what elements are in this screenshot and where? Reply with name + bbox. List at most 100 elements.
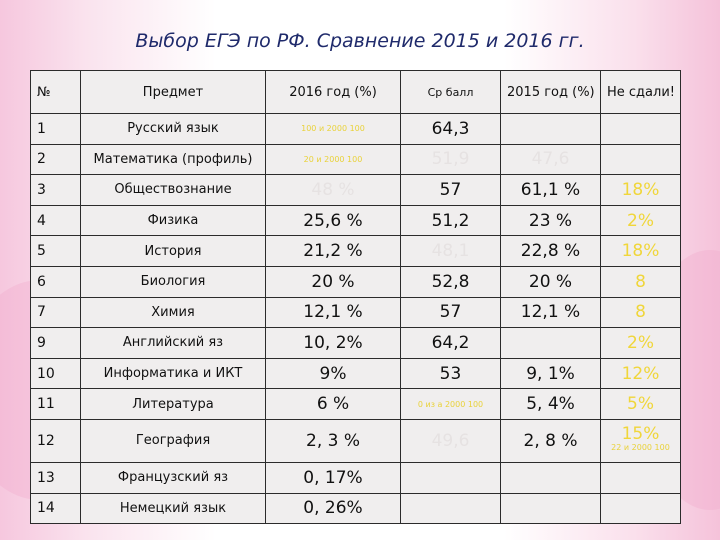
row-subject: Французский яз [80,461,266,494]
results-table: № Предмет 2016 год (%) Ср балл 2015 год … [30,70,681,525]
row-subject: Биология [80,265,266,298]
header-2016: 2016 год (%) [265,70,401,114]
row-2015 [500,327,601,359]
row-subject: Физика [80,204,266,237]
header-avg: Ср балл [400,70,501,114]
table-row: 3 Обществознание 48 % 57 61,1 % 18% [30,174,681,206]
row-num: 7 [30,296,81,329]
row-2016: 10, 2% [265,327,401,359]
row-2016: 12,1 % [265,296,401,329]
row-num: 14 [30,492,81,525]
row-avg: 57 [400,174,501,206]
row-avg: 49,6 [400,418,501,463]
header-failed: Не сдали! [600,70,681,114]
header-num: № [30,70,81,114]
header-subject: Предмет [80,70,266,114]
row-subject: История [80,235,266,267]
row-failed: 8 [600,296,681,329]
row-2016: 0, 17% [265,461,401,494]
row-2016: 25,6 % [265,204,401,237]
row-avg: 64,3 [400,113,501,145]
row-avg [400,461,501,494]
row-num: 3 [30,174,81,206]
table-row: 10 Информатика и ИКТ 9% 53 9, 1% 12% [30,357,681,390]
row-num: 13 [30,461,81,494]
row-failed [600,492,681,525]
row-subject: Обществознание [80,174,266,206]
row-2016: 2, 3 % [265,418,401,463]
row-subject: Английский яз [80,327,266,359]
table-row: 4 Физика 25,6 % 51,2 23 % 2% [30,204,681,237]
row-subject: Литература [80,388,266,420]
row-2015: 61,1 % [500,174,601,206]
row-2015: 22,8 % [500,235,601,267]
row-2015: 5, 4% [500,388,601,420]
row-num: 2 [30,143,81,176]
row-2016: 48 % [265,174,401,206]
row-2015 [500,461,601,494]
page-title: Выбор ЕГЭ по РФ. Сравнение 2015 и 2016 г… [135,30,585,52]
row-num: 10 [30,357,81,390]
row-subject: Химия [80,296,266,329]
row-failed: 15% [621,423,660,444]
row-2015 [500,113,601,145]
row-2015: 47,6 [500,143,601,176]
table-row: 11 Литература 6 % 0 из а 2000 100 5, 4% … [30,388,681,420]
row-2016: 20 и 2000 100 [265,143,401,176]
row-2015 [500,492,601,525]
header-2015: 2015 год (%) [500,70,601,114]
row-num: 11 [30,388,81,420]
row-2016: 9% [265,357,401,390]
table-row: 12 География 2, 3 % 49,6 2, 8 % 15% 22 и… [30,418,681,463]
table-row: 13 Французский яз 0, 17% [30,461,681,494]
table-row: 6 Биология 20 % 52,8 20 % 8 [30,265,681,298]
row-subject: Информатика и ИКТ [80,357,266,390]
row-subject: Немецкий язык [80,492,266,525]
row-num: 4 [30,204,81,237]
row-num: 12 [30,418,81,463]
row-failed [600,113,681,145]
row-failed: 5% [600,388,681,420]
row-subject: Математика (профиль) [80,143,266,176]
row-2016: 100 и 2000 100 [265,113,401,145]
row-failed: 18% [600,174,681,206]
row-subject: Русский язык [80,113,266,145]
row-avg: 0 из а 2000 100 [400,388,501,420]
table-row: 14 Немецкий язык 0, 26% [30,492,681,525]
row-avg: 53 [400,357,501,390]
row-num: 9 [30,327,81,359]
row-2016: 21,2 % [265,235,401,267]
row-failed [600,143,681,176]
row-avg: 48,1 [400,235,501,267]
row-2015: 20 % [500,265,601,298]
row-2016: 0, 26% [265,492,401,525]
row-failed: 8 [600,265,681,298]
row-avg: 51,2 [400,204,501,237]
row-avg [400,492,501,525]
row-2016: 6 % [265,388,401,420]
row-failed: 18% [600,235,681,267]
row-failed [600,461,681,494]
row-failed-cell: 15% 22 и 2000 100 [600,418,681,463]
row-avg: 52,8 [400,265,501,298]
row-failed: 2% [600,204,681,237]
row-failed: 2% [600,327,681,359]
table-row: 7 Химия 12,1 % 57 12,1 % 8 [30,296,681,329]
row-num: 1 [30,113,81,145]
row-num: 5 [30,235,81,267]
row-avg: 51,9 [400,143,501,176]
row-2016: 20 % [265,265,401,298]
row-2015: 2, 8 % [500,418,601,463]
table-row: 1 Русский язык 100 и 2000 100 64,3 [30,113,681,145]
table-row: 9 Английский яз 10, 2% 64,2 2% [30,327,681,359]
row-2015: 9, 1% [500,357,601,390]
row-2015: 12,1 % [500,296,601,329]
table-row: 2 Математика (профиль) 20 и 2000 100 51,… [30,143,681,176]
row-avg: 57 [400,296,501,329]
row-num: 6 [30,265,81,298]
table-header-row: № Предмет 2016 год (%) Ср балл 2015 год … [30,70,681,114]
row-2015: 23 % [500,204,601,237]
row-failed: 12% [600,357,681,390]
row-avg: 64,2 [400,327,501,359]
row-subject: География [80,418,266,463]
